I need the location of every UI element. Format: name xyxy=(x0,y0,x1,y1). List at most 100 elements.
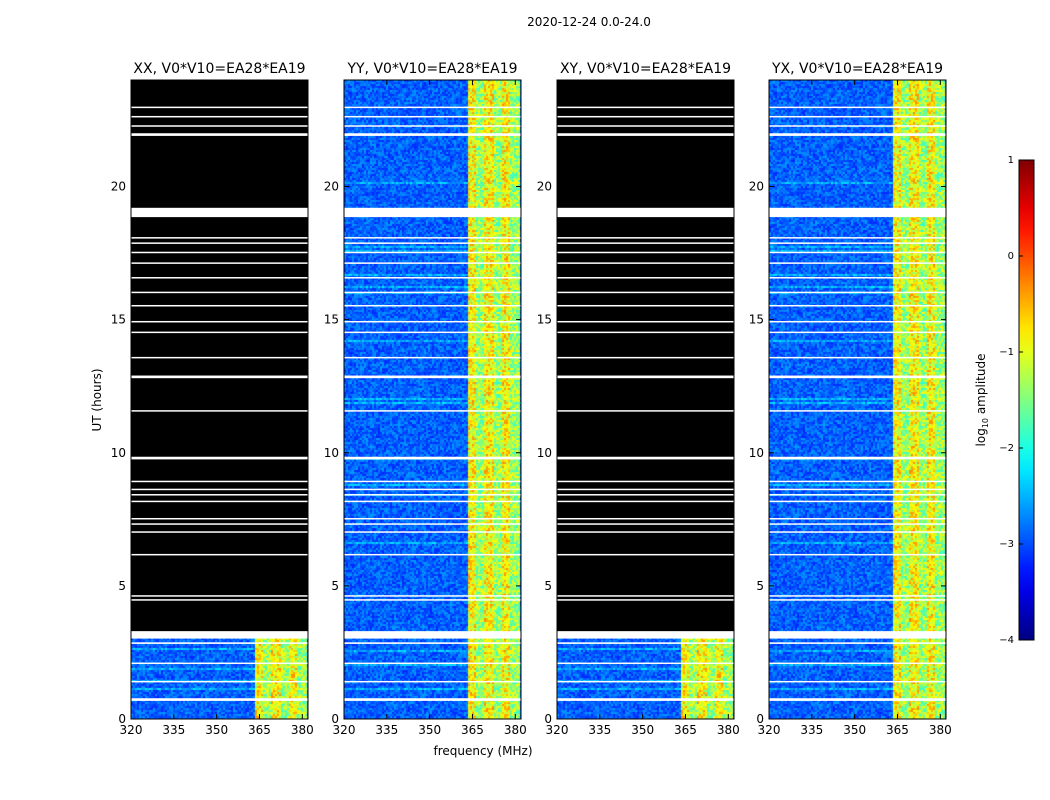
x-tick-label: 335 xyxy=(375,723,398,737)
flag-gap xyxy=(344,207,521,218)
flag-gap xyxy=(131,331,308,334)
flag-gap xyxy=(557,277,734,279)
flag-gap xyxy=(769,642,946,644)
y-tick-label: 5 xyxy=(544,579,552,593)
flag-gap xyxy=(557,356,734,359)
flag-gap xyxy=(557,494,734,496)
flag-gap xyxy=(557,242,734,244)
flag-gap xyxy=(131,642,308,644)
flag-gap xyxy=(131,553,308,556)
flag-gap xyxy=(769,500,946,503)
flag-gap xyxy=(131,456,308,460)
flag-gap xyxy=(557,531,734,533)
x-axis-label: frequency (MHz) xyxy=(433,744,532,758)
flag-gap xyxy=(557,304,734,307)
y-tick-label: 20 xyxy=(749,180,764,194)
flag-gap xyxy=(131,320,308,323)
flag-gap xyxy=(131,698,308,701)
x-tick-label: 365 xyxy=(461,723,484,737)
flag-gap xyxy=(769,277,946,279)
colorbar-label: log10 amplitude xyxy=(974,354,990,447)
flag-gap xyxy=(557,698,734,701)
flag-gap xyxy=(344,480,521,483)
flag-gap xyxy=(344,662,521,665)
flag-gap xyxy=(131,480,308,483)
flag-gap xyxy=(769,599,946,601)
flag-gap xyxy=(557,553,734,556)
panel-1: XX, V0*V10=EA28*EA19 320 335 350 365 380 0 5 10 1… xyxy=(111,61,314,737)
flag-gap xyxy=(344,106,521,109)
y-tick-label: 5 xyxy=(118,579,126,593)
flag-gap xyxy=(131,599,308,601)
flag-gap xyxy=(769,488,946,491)
spectrogram-image xyxy=(769,80,946,719)
flag-gap xyxy=(557,320,734,323)
flag-gap xyxy=(131,356,308,359)
colorbar-tick-label: −2 xyxy=(999,443,1014,454)
colorbar-tick-label: −1 xyxy=(999,347,1014,358)
panel-title: XX, V0*V10=EA28*EA19 xyxy=(133,61,305,77)
flag-gap xyxy=(344,251,521,254)
colorbar-tick-label: 0 xyxy=(1008,251,1014,262)
x-tick-label: 335 xyxy=(162,723,185,737)
x-tick-label: 335 xyxy=(588,723,611,737)
flag-gap xyxy=(344,262,521,264)
flag-gap xyxy=(131,631,308,639)
flag-gap xyxy=(769,553,946,556)
flag-gap xyxy=(769,680,946,683)
flag-gap xyxy=(557,456,734,460)
flag-gap xyxy=(769,356,946,359)
flag-gap xyxy=(344,531,521,533)
flag-gap xyxy=(557,125,734,127)
x-tick-label: 350 xyxy=(631,723,654,737)
y-axis-label: UT (hours) xyxy=(90,368,104,431)
x-tick-label: 335 xyxy=(800,723,823,737)
flag-gap xyxy=(131,410,308,412)
flag-gap xyxy=(131,237,308,239)
flag-gap xyxy=(131,375,308,379)
x-tick-label: 380 xyxy=(929,723,952,737)
flag-gap xyxy=(131,488,308,491)
flag-gap xyxy=(557,488,734,491)
flag-gap xyxy=(344,320,521,323)
panel-title: YY, V0*V10=EA28*EA19 xyxy=(346,61,517,77)
flag-gap xyxy=(769,662,946,665)
flag-gap xyxy=(344,488,521,491)
flag-gap xyxy=(557,500,734,503)
flag-gap xyxy=(344,356,521,359)
flag-gap xyxy=(557,291,734,294)
y-tick-label: 0 xyxy=(544,712,552,726)
flag-gap xyxy=(557,331,734,334)
colorbar: 1 0 −1 −2 −3 −4 log10 amplitude xyxy=(974,155,1035,646)
flag-gap xyxy=(557,595,734,597)
panel-2: YY, V0*V10=EA28*EA19 320 335 350 365 380 0 5 10 1… xyxy=(324,61,527,737)
panel-frame xyxy=(343,79,522,720)
flag-gap xyxy=(557,115,734,118)
flag-gap xyxy=(131,595,308,597)
flag-gap xyxy=(131,242,308,244)
y-tick-label: 15 xyxy=(537,313,552,327)
flag-gap xyxy=(769,410,946,412)
y-tick-label: 5 xyxy=(331,579,339,593)
flag-gap xyxy=(344,331,521,334)
y-tick-label: 20 xyxy=(324,180,339,194)
flag-gap xyxy=(557,133,734,136)
flag-gap xyxy=(131,115,308,118)
y-tick-label: 0 xyxy=(118,712,126,726)
flag-gap xyxy=(769,456,946,460)
flag-gap xyxy=(557,662,734,665)
flag-gap xyxy=(131,125,308,127)
y-tick-label: 10 xyxy=(324,446,339,460)
flag-gap xyxy=(557,106,734,109)
flag-gap xyxy=(344,456,521,460)
flag-gap xyxy=(344,500,521,503)
flag-gap xyxy=(344,517,521,520)
x-tick-label: 380 xyxy=(504,723,527,737)
flag-gap xyxy=(344,304,521,307)
x-tick-label: 380 xyxy=(291,723,314,737)
panel-4: YX, V0*V10=EA28*EA19 320 335 350 365 380 0 5 10 1… xyxy=(749,61,952,737)
panel-frame xyxy=(768,79,947,720)
flag-gap xyxy=(344,133,521,136)
flag-gap xyxy=(557,410,734,412)
